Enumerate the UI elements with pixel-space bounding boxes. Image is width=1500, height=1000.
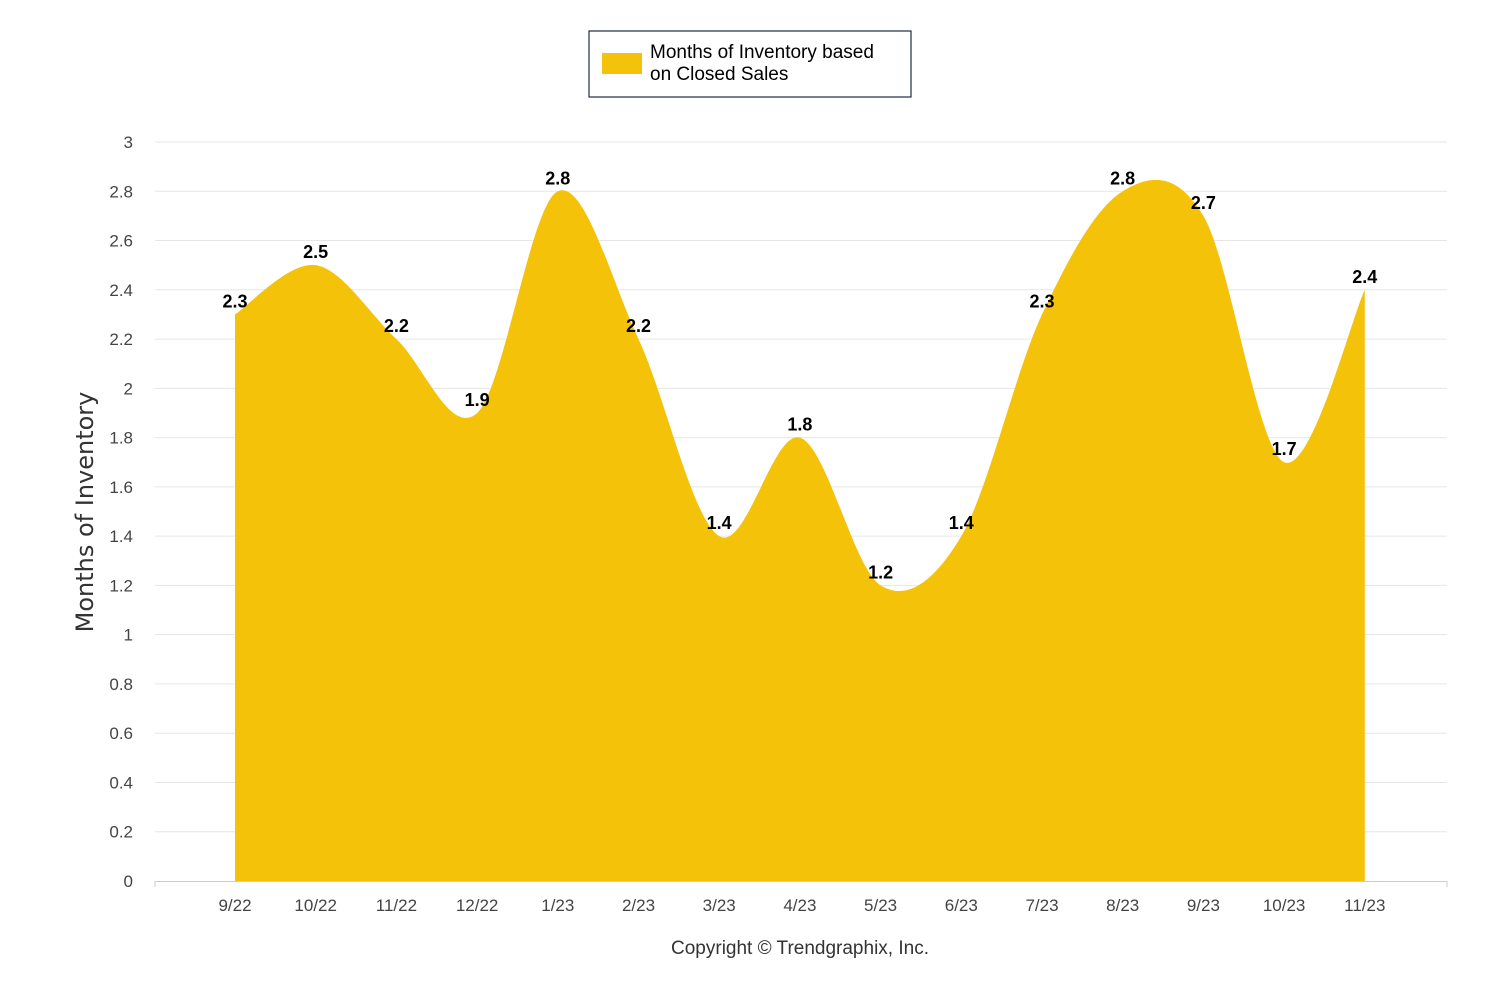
y-tick-label: 1.6	[109, 478, 133, 497]
y-tick-label: 0.6	[109, 724, 133, 743]
y-axis-ticks: 0 0.2 0.4 0.6 0.8 1 1.2 1.4 1.6 1.8 2 2.2 2.4 2.6 2.8 3	[109, 133, 133, 891]
data-label: 1.8	[787, 415, 812, 435]
y-tick-label: 0.2	[109, 823, 133, 842]
x-tick-label: 2/23	[622, 896, 655, 915]
y-tick-label: 0.4	[109, 773, 133, 792]
data-label: 2.2	[384, 316, 409, 336]
x-tick-label: 10/22	[294, 896, 337, 915]
data-label: 2.2	[626, 316, 651, 336]
y-tick-label: 2	[124, 379, 133, 398]
y-axis-title: Months of Inventory	[71, 392, 99, 633]
y-tick-label: 3	[124, 133, 133, 152]
x-tick-label: 1/23	[541, 896, 574, 915]
y-tick-label: 1	[124, 626, 133, 645]
y-tick-label: 2.4	[109, 281, 133, 300]
legend-label-line-1: Months of Inventory based	[650, 42, 874, 63]
y-tick-label: 1.8	[109, 429, 133, 448]
x-tick-label: 5/23	[864, 896, 897, 915]
data-label: 1.9	[465, 390, 490, 410]
data-label: 2.3	[222, 291, 247, 311]
x-tick-label: 3/23	[703, 896, 736, 915]
y-tick-label: 0.8	[109, 675, 133, 694]
x-tick-label: 9/23	[1187, 896, 1220, 915]
x-tick-label: 11/22	[376, 896, 417, 915]
y-tick-label: 1.2	[109, 576, 133, 595]
data-label: 1.7	[1272, 439, 1297, 459]
data-label: 1.2	[868, 562, 893, 582]
y-tick-label: 0	[124, 872, 133, 891]
y-tick-label: 1.4	[109, 527, 133, 546]
legend-label-line-2: on Closed Sales	[650, 64, 788, 85]
x-tick-label: 4/23	[783, 896, 816, 915]
data-label: 2.4	[1352, 267, 1377, 287]
data-label: 2.5	[303, 242, 328, 262]
x-tick-label: 6/23	[945, 896, 978, 915]
y-tick-label: 2.8	[109, 182, 133, 201]
legend-box	[588, 30, 912, 98]
legend: Months of Inventory based on Closed Sale…	[588, 30, 912, 98]
copyright-text: Copyright © Trendgraphix, Inc.	[671, 938, 929, 959]
y-tick-label: 2.2	[109, 330, 133, 349]
data-label: 2.8	[1110, 168, 1135, 188]
data-labels: 2.3 2.5 2.2 1.9 2.8 2.2 1.4 1.8 1.2 1.4 2.3 2.8 2.7 1…	[222, 168, 1377, 582]
inventory-area-series	[235, 179, 1365, 881]
data-label: 1.4	[707, 513, 732, 533]
x-tick-label: 10/23	[1263, 896, 1306, 915]
legend-swatch	[602, 53, 642, 74]
data-label: 2.3	[1029, 291, 1054, 311]
x-axis-ticks: 9/22 10/22 11/22 12/22 1/23 2/23 3/23 4/23 5/23 6…	[218, 896, 1385, 915]
x-tick-label: 7/23	[1025, 896, 1058, 915]
data-label: 1.4	[949, 513, 974, 533]
y-tick-label: 2.6	[109, 232, 133, 251]
data-label: 2.7	[1191, 193, 1216, 213]
x-tick-label: 12/22	[456, 896, 499, 915]
data-label: 2.8	[545, 168, 570, 188]
axes	[154, 881, 1448, 887]
x-tick-label: 8/23	[1106, 896, 1139, 915]
x-tick-label: 11/23	[1344, 896, 1385, 915]
x-tick-label: 9/22	[218, 896, 251, 915]
